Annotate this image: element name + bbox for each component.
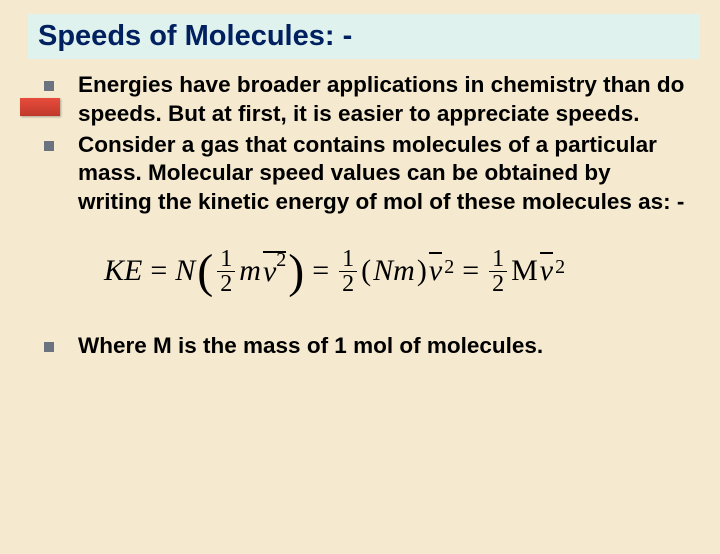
paren-close: ) (288, 255, 304, 289)
formula-block: KE = N ( 1 2 m v2 ) = 1 2 (Nm) v 2 = (104, 247, 690, 296)
formula-M: M (511, 254, 538, 288)
slide-title: Speeds of Molecules: - (28, 14, 700, 59)
bullet-text-2: Consider a gas that contains molecules o… (78, 131, 690, 217)
paren-open-small: ( (361, 254, 371, 288)
formula-ke: KE (104, 254, 142, 288)
frac-den: 2 (217, 272, 235, 296)
bullet-text-1: Energies have broader applications in ch… (78, 71, 690, 129)
title-text: Speeds of Molecules: - (38, 20, 352, 52)
paren-close-small: ) (417, 254, 427, 288)
slide-content: Energies have broader applications in ch… (0, 59, 720, 361)
exp-2: 2 (276, 249, 286, 271)
bullet-marker-icon (44, 342, 54, 352)
paren-open: ( (197, 255, 213, 289)
frac-den: 2 (339, 272, 357, 296)
formula-nm: Nm (373, 254, 415, 288)
formula-v: v (429, 254, 442, 287)
bullet-marker-icon (44, 81, 54, 91)
fraction-half: 1 2 (217, 247, 235, 296)
formula-m: m (239, 254, 261, 288)
equals-sign: = (150, 254, 167, 288)
fraction-half: 1 2 (339, 247, 357, 296)
exp-2: 2 (555, 256, 565, 279)
v-bar: v (429, 254, 442, 288)
bullet-item: Consider a gas that contains molecules o… (44, 131, 690, 217)
frac-num: 1 (339, 247, 357, 272)
bullet-item: Energies have broader applications in ch… (44, 71, 690, 129)
exp-2: 2 (444, 256, 454, 279)
formula-v: v (263, 255, 276, 288)
frac-den: 2 (489, 272, 507, 296)
formula-v: v (540, 254, 553, 287)
formula-n: N (175, 254, 195, 288)
kinetic-energy-formula: KE = N ( 1 2 m v2 ) = 1 2 (Nm) v 2 = (104, 247, 690, 296)
frac-num: 1 (489, 247, 507, 272)
equals-sign: = (462, 254, 479, 288)
v-bar: v (540, 254, 553, 288)
equals-sign: = (312, 254, 329, 288)
frac-num: 1 (217, 247, 235, 272)
fraction-half: 1 2 (489, 247, 507, 296)
v-squared-bar: v2 (263, 253, 286, 289)
bullet-text-3: Where M is the mass of 1 mol of molecule… (78, 332, 543, 361)
bullet-item: Where M is the mass of 1 mol of molecule… (44, 332, 690, 361)
bullet-marker-icon (44, 141, 54, 151)
